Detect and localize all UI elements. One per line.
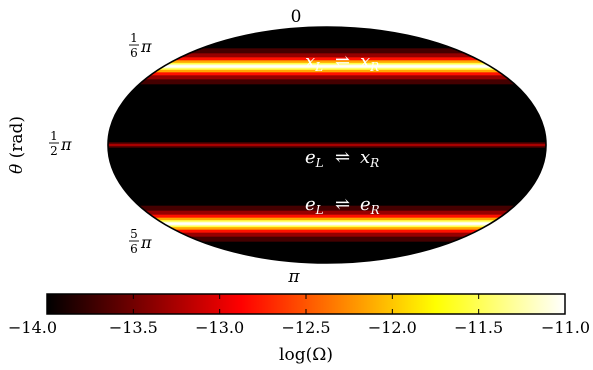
colorbar-ticks: −14.0 −13.5 −13.0 −12.5 −12.0 −11.5 −11.0	[8, 294, 590, 337]
colorbar-tick-label-6: −11.0	[541, 318, 590, 337]
y-axis-label: θ (rad)	[7, 116, 27, 174]
tick-bottom-pi: π	[287, 267, 300, 287]
sky-map	[107, 26, 547, 264]
svg-text:π: π	[60, 135, 72, 154]
tick-one-sixth-pi: 1 6 π	[129, 31, 152, 60]
svg-text:θ (rad): θ (rad)	[7, 116, 27, 174]
svg-text:π: π	[140, 233, 152, 252]
svg-text:⇌: ⇌	[335, 147, 350, 168]
band-2-layer-6	[108, 222, 546, 225]
svg-text:1: 1	[50, 129, 58, 143]
tick-top-zero: 0	[291, 7, 302, 27]
svg-text:5: 5	[130, 227, 138, 241]
svg-text:6: 6	[130, 46, 138, 60]
svg-text:2: 2	[50, 144, 58, 158]
svg-text:6: 6	[130, 242, 138, 256]
colorbar-tick-label-1: −13.5	[109, 318, 158, 337]
svg-text:1: 1	[130, 31, 138, 45]
svg-text:π: π	[140, 37, 152, 56]
svg-text:⇌: ⇌	[335, 51, 350, 72]
tick-five-sixth-pi: 5 6 π	[129, 227, 152, 256]
colorbar-tick-label-2: −13.0	[195, 318, 244, 337]
colorbar-tick-label-4: −12.0	[368, 318, 417, 337]
band-0-layer-6	[108, 65, 546, 68]
tick-one-half-pi: 1 2 π	[49, 129, 72, 158]
band-1-layer-2	[108, 144, 546, 146]
colorbar-tick-label-5: −11.5	[454, 318, 503, 337]
colorbar-tick-label-3: −12.5	[281, 318, 330, 337]
map-outline	[107, 26, 547, 264]
colorbar-label: log(Ω)	[279, 345, 333, 365]
svg-text:⇌: ⇌	[335, 194, 350, 215]
colorbar-tick-label-0: −14.0	[8, 318, 57, 337]
emission-bands	[108, 48, 546, 242]
